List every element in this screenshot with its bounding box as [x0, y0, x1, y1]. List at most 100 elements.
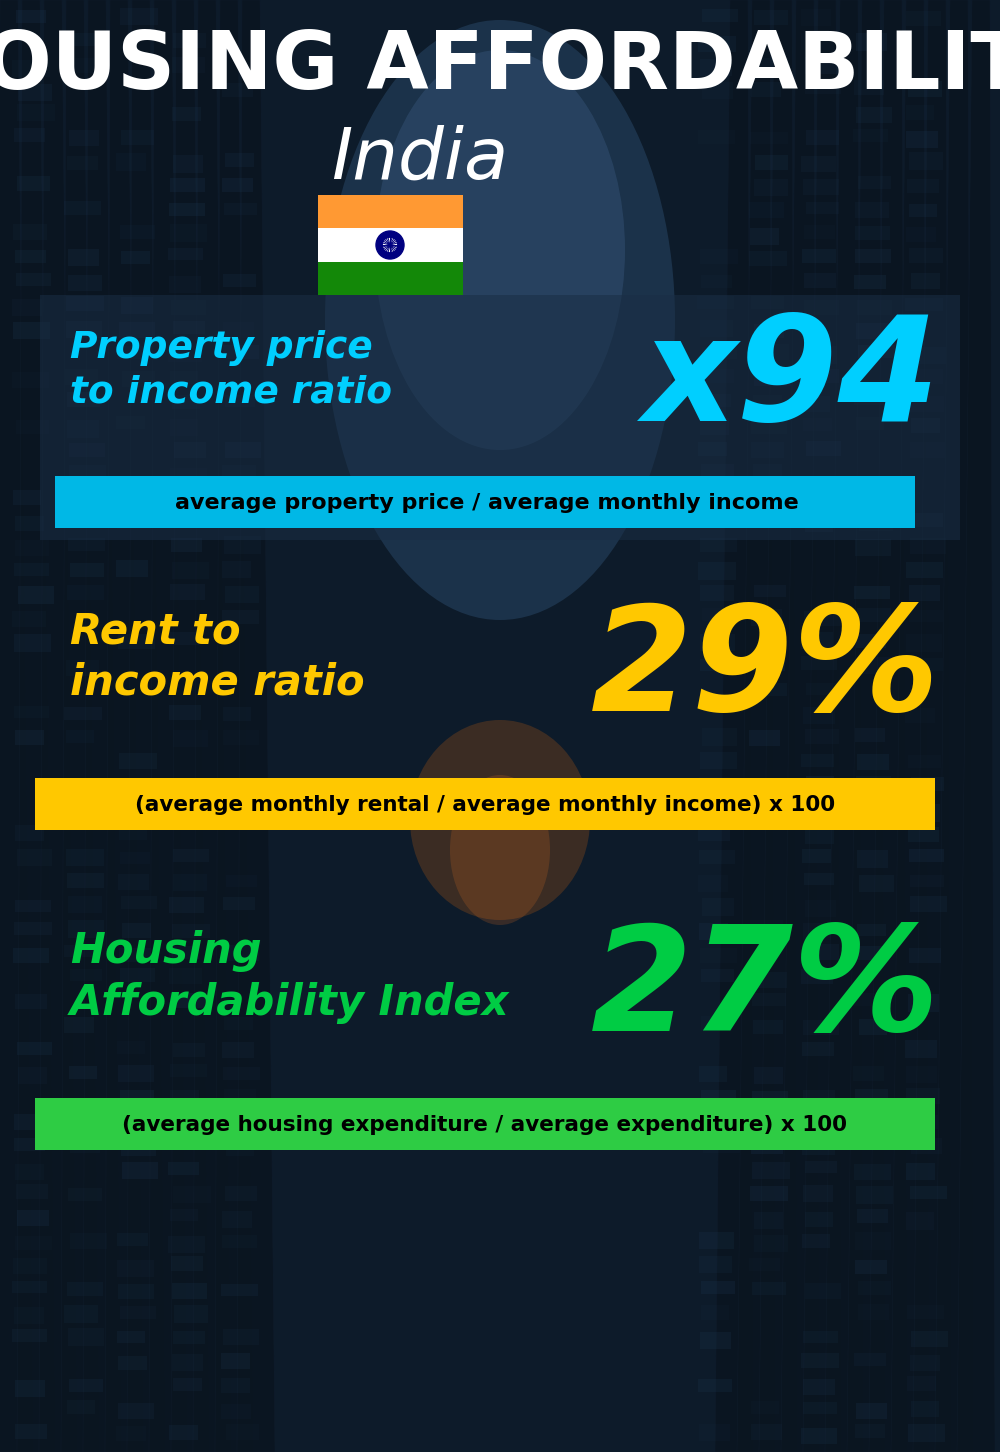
Bar: [806, 202, 839, 215]
Text: x94: x94: [643, 309, 940, 452]
Bar: [68, 58, 97, 73]
Bar: [700, 250, 738, 264]
Bar: [701, 465, 734, 478]
Bar: [805, 729, 839, 743]
Bar: [702, 727, 737, 746]
Bar: [802, 1138, 835, 1154]
Bar: [168, 1236, 205, 1253]
Bar: [754, 369, 791, 386]
Bar: [908, 826, 939, 842]
Bar: [223, 707, 251, 720]
Bar: [801, 1427, 837, 1445]
Text: HOUSING AFFORDABILITY: HOUSING AFFORDABILITY: [0, 28, 1000, 106]
Bar: [698, 828, 730, 841]
Bar: [118, 1064, 154, 1082]
Bar: [119, 948, 151, 961]
Bar: [906, 1163, 935, 1180]
Bar: [906, 1212, 934, 1230]
Bar: [222, 465, 256, 482]
Bar: [15, 1424, 47, 1439]
Bar: [66, 321, 102, 338]
Bar: [170, 585, 205, 600]
Bar: [701, 276, 732, 287]
Bar: [223, 1329, 259, 1345]
Bar: [804, 347, 837, 364]
Polygon shape: [61, 0, 99, 1452]
Bar: [908, 755, 941, 768]
Bar: [805, 900, 836, 916]
Bar: [17, 1041, 52, 1054]
Bar: [803, 1090, 835, 1106]
Bar: [804, 611, 841, 626]
Bar: [856, 1403, 887, 1420]
Bar: [68, 1329, 104, 1346]
Bar: [699, 849, 735, 864]
Bar: [169, 945, 199, 958]
Bar: [69, 443, 105, 456]
Bar: [804, 299, 839, 315]
Bar: [172, 107, 201, 121]
Bar: [170, 513, 207, 527]
Bar: [318, 261, 462, 295]
Bar: [910, 441, 945, 457]
Bar: [14, 128, 45, 142]
Bar: [750, 1186, 788, 1201]
Bar: [15, 250, 46, 263]
Bar: [754, 1067, 783, 1085]
Bar: [700, 635, 735, 652]
Bar: [168, 346, 202, 362]
Bar: [66, 488, 96, 505]
Bar: [803, 1019, 839, 1035]
Bar: [224, 1089, 256, 1102]
Bar: [856, 633, 886, 648]
Bar: [18, 1067, 47, 1085]
Bar: [751, 344, 789, 360]
Bar: [911, 1138, 942, 1154]
Bar: [752, 682, 787, 696]
Bar: [749, 202, 784, 218]
Bar: [699, 1256, 732, 1273]
Bar: [855, 227, 890, 240]
Bar: [700, 539, 737, 552]
Text: 29%: 29%: [591, 600, 940, 741]
Bar: [15, 1236, 52, 1250]
Bar: [224, 1016, 253, 1031]
Bar: [65, 1112, 96, 1128]
Bar: [224, 202, 257, 215]
Bar: [225, 395, 255, 407]
Bar: [119, 754, 157, 770]
Bar: [855, 1233, 891, 1250]
Bar: [751, 658, 785, 671]
Bar: [318, 228, 462, 261]
Bar: [750, 228, 779, 245]
Bar: [117, 491, 145, 508]
Bar: [117, 346, 152, 360]
Bar: [700, 752, 737, 768]
Bar: [750, 488, 785, 505]
Bar: [910, 658, 943, 671]
Bar: [853, 993, 881, 1006]
Bar: [805, 828, 834, 844]
Bar: [12, 611, 46, 627]
Bar: [855, 729, 885, 742]
Bar: [64, 707, 102, 720]
Bar: [906, 635, 942, 652]
Bar: [68, 896, 102, 913]
Bar: [117, 1041, 145, 1054]
Bar: [169, 492, 200, 507]
Bar: [755, 1114, 790, 1127]
Bar: [698, 1379, 732, 1392]
Bar: [751, 441, 784, 459]
Polygon shape: [127, 0, 165, 1452]
Bar: [702, 347, 737, 359]
Bar: [702, 899, 734, 916]
Bar: [67, 874, 104, 887]
Bar: [698, 36, 736, 52]
Bar: [751, 83, 781, 97]
Bar: [170, 1090, 199, 1104]
Bar: [68, 1188, 102, 1201]
Bar: [13, 1257, 47, 1273]
Bar: [67, 33, 101, 46]
Bar: [14, 1307, 44, 1324]
Bar: [754, 780, 791, 793]
